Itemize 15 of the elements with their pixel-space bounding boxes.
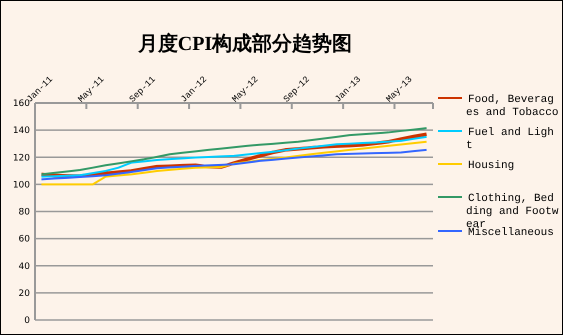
legend-label: Food, Beverages and Tobacco (466, 94, 558, 119)
chart-title: 月度CPI构成部分趋势图 (136, 32, 352, 55)
y-tick-label: 60 (18, 234, 30, 245)
legend-label: Housing (468, 160, 514, 172)
y-tick-label: 100 (12, 180, 30, 190)
line-series (40, 140, 428, 186)
y-tick-label: 120 (12, 153, 30, 164)
y-tick-label: 80 (18, 208, 30, 218)
y-tick-label: 160 (12, 99, 30, 109)
y-tick-label: 40 (18, 262, 30, 272)
legend-label: Fuel and Light (466, 127, 554, 152)
line-series (40, 148, 428, 180)
y-tick-label: 140 (12, 126, 30, 136)
y-tick-label: 0 (24, 316, 30, 326)
y-tick-label: 20 (18, 288, 30, 299)
